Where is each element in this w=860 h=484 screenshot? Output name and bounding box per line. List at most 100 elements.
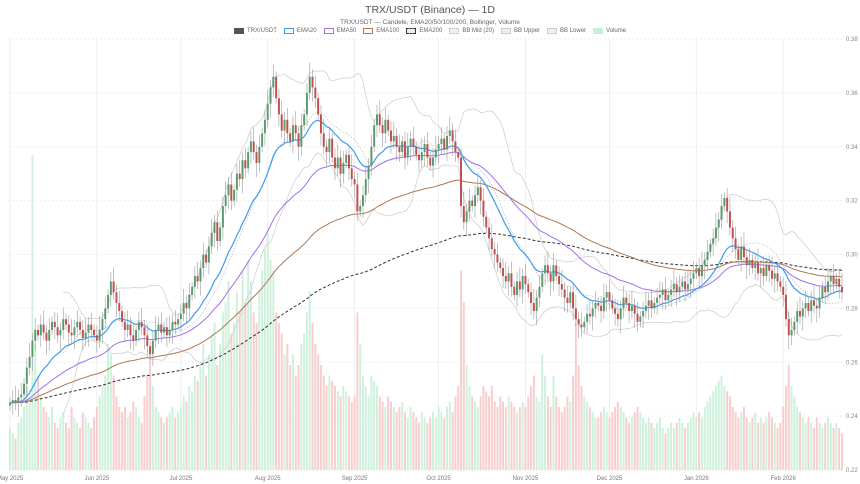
volume-bar	[692, 412, 695, 470]
volume-bar	[521, 401, 524, 470]
candle-body	[600, 305, 603, 312]
legend-item[interactable]: EMA50	[323, 28, 356, 34]
volume-bar	[423, 417, 426, 470]
candle-body	[140, 321, 143, 328]
candle-body	[137, 321, 140, 330]
legend-item[interactable]: EMA200	[406, 28, 442, 34]
candle-body	[314, 87, 317, 99]
candle-body	[740, 246, 743, 260]
candle-body	[723, 197, 726, 207]
volume-bar	[630, 417, 633, 470]
candle-body	[446, 135, 448, 150]
candle-body	[370, 146, 373, 166]
candle-body	[381, 125, 384, 134]
x-tick-label: Dec 2025	[597, 476, 623, 482]
candle-body	[185, 302, 188, 309]
volume-bar	[300, 344, 303, 470]
volume-bar	[695, 417, 698, 470]
legend-item[interactable]: TRX/USDT	[233, 28, 277, 34]
volume-bar	[608, 417, 611, 470]
volume-bar	[530, 386, 533, 470]
candle-body	[759, 267, 762, 274]
volume-bar	[502, 401, 505, 470]
candle-body	[53, 321, 56, 328]
volume-bar	[109, 354, 112, 470]
legend-item[interactable]: EMA20	[283, 28, 317, 34]
volume-bar	[460, 270, 462, 470]
candle-body	[779, 281, 782, 287]
volume-bar	[168, 412, 171, 470]
candle-body	[233, 189, 236, 201]
candle-body	[493, 249, 496, 255]
candle-body	[516, 281, 519, 295]
candle-body	[247, 152, 250, 169]
volume-bar	[87, 422, 90, 470]
y-tick-label: 0.36	[846, 91, 858, 97]
candle-body	[118, 302, 121, 312]
volume-bar	[11, 433, 14, 470]
candle-body	[566, 297, 569, 303]
volume-bar	[25, 386, 28, 470]
candle-body	[633, 305, 636, 314]
volume-bar	[619, 407, 622, 470]
legend-label: BB Upper	[514, 28, 541, 34]
candle-body	[70, 332, 73, 336]
candle-body	[686, 284, 689, 290]
candle-body	[521, 276, 524, 290]
candle-body	[485, 216, 488, 228]
volume-bar	[558, 407, 561, 470]
volume-bar	[258, 291, 261, 470]
candle-body	[392, 135, 395, 142]
volume-bar	[67, 428, 70, 470]
volume-bar	[664, 433, 667, 470]
candle-body	[765, 265, 768, 277]
candle-body	[538, 286, 541, 298]
volume-bar	[65, 422, 68, 470]
volume-bar	[325, 386, 328, 470]
candle-body	[681, 281, 684, 287]
candle-body	[154, 329, 157, 341]
volume-bar	[560, 412, 563, 470]
volume-bar	[485, 391, 488, 470]
candle-body	[726, 197, 729, 212]
candle-body	[692, 273, 695, 279]
candle-body	[31, 340, 34, 357]
candle-body	[630, 305, 633, 312]
candle-body	[238, 173, 241, 180]
candle-body	[51, 321, 54, 330]
volume-bar	[196, 380, 199, 470]
candle-body	[656, 297, 659, 303]
candle-body	[347, 154, 350, 169]
candle-body	[76, 321, 79, 328]
volume-bar	[580, 386, 583, 470]
volume-bar	[434, 417, 437, 470]
volume-bar	[745, 417, 748, 470]
candle-body	[87, 324, 90, 333]
legend-item[interactable]: BB Lower	[547, 28, 586, 34]
y-tick-label: 0.34	[846, 145, 858, 151]
candle-body	[678, 286, 681, 293]
y-tick-label: 0.32	[846, 199, 858, 205]
candle-body	[34, 329, 37, 341]
volume-bar	[31, 155, 34, 470]
candle-body	[339, 157, 342, 174]
legend-item[interactable]: BB Upper	[501, 28, 540, 34]
legend-item[interactable]: Volume	[593, 28, 626, 34]
volume-bar	[824, 422, 827, 470]
volume-bar	[600, 412, 603, 470]
candle-body	[462, 206, 465, 223]
candle-body	[353, 179, 356, 185]
candle-body	[48, 329, 51, 341]
candle-body	[653, 302, 656, 309]
candle-body	[756, 262, 759, 274]
volume-bar	[518, 407, 521, 470]
volume-bar	[779, 422, 782, 470]
candle-body	[112, 281, 115, 293]
volume-bar	[675, 422, 678, 470]
volume-bar	[742, 407, 745, 470]
legend-item[interactable]: BB Mid (20)	[449, 28, 494, 34]
legend-item[interactable]: EMA100	[363, 28, 399, 34]
volume-bar	[286, 344, 289, 470]
candle-body	[115, 292, 118, 303]
candle-body	[409, 138, 412, 147]
